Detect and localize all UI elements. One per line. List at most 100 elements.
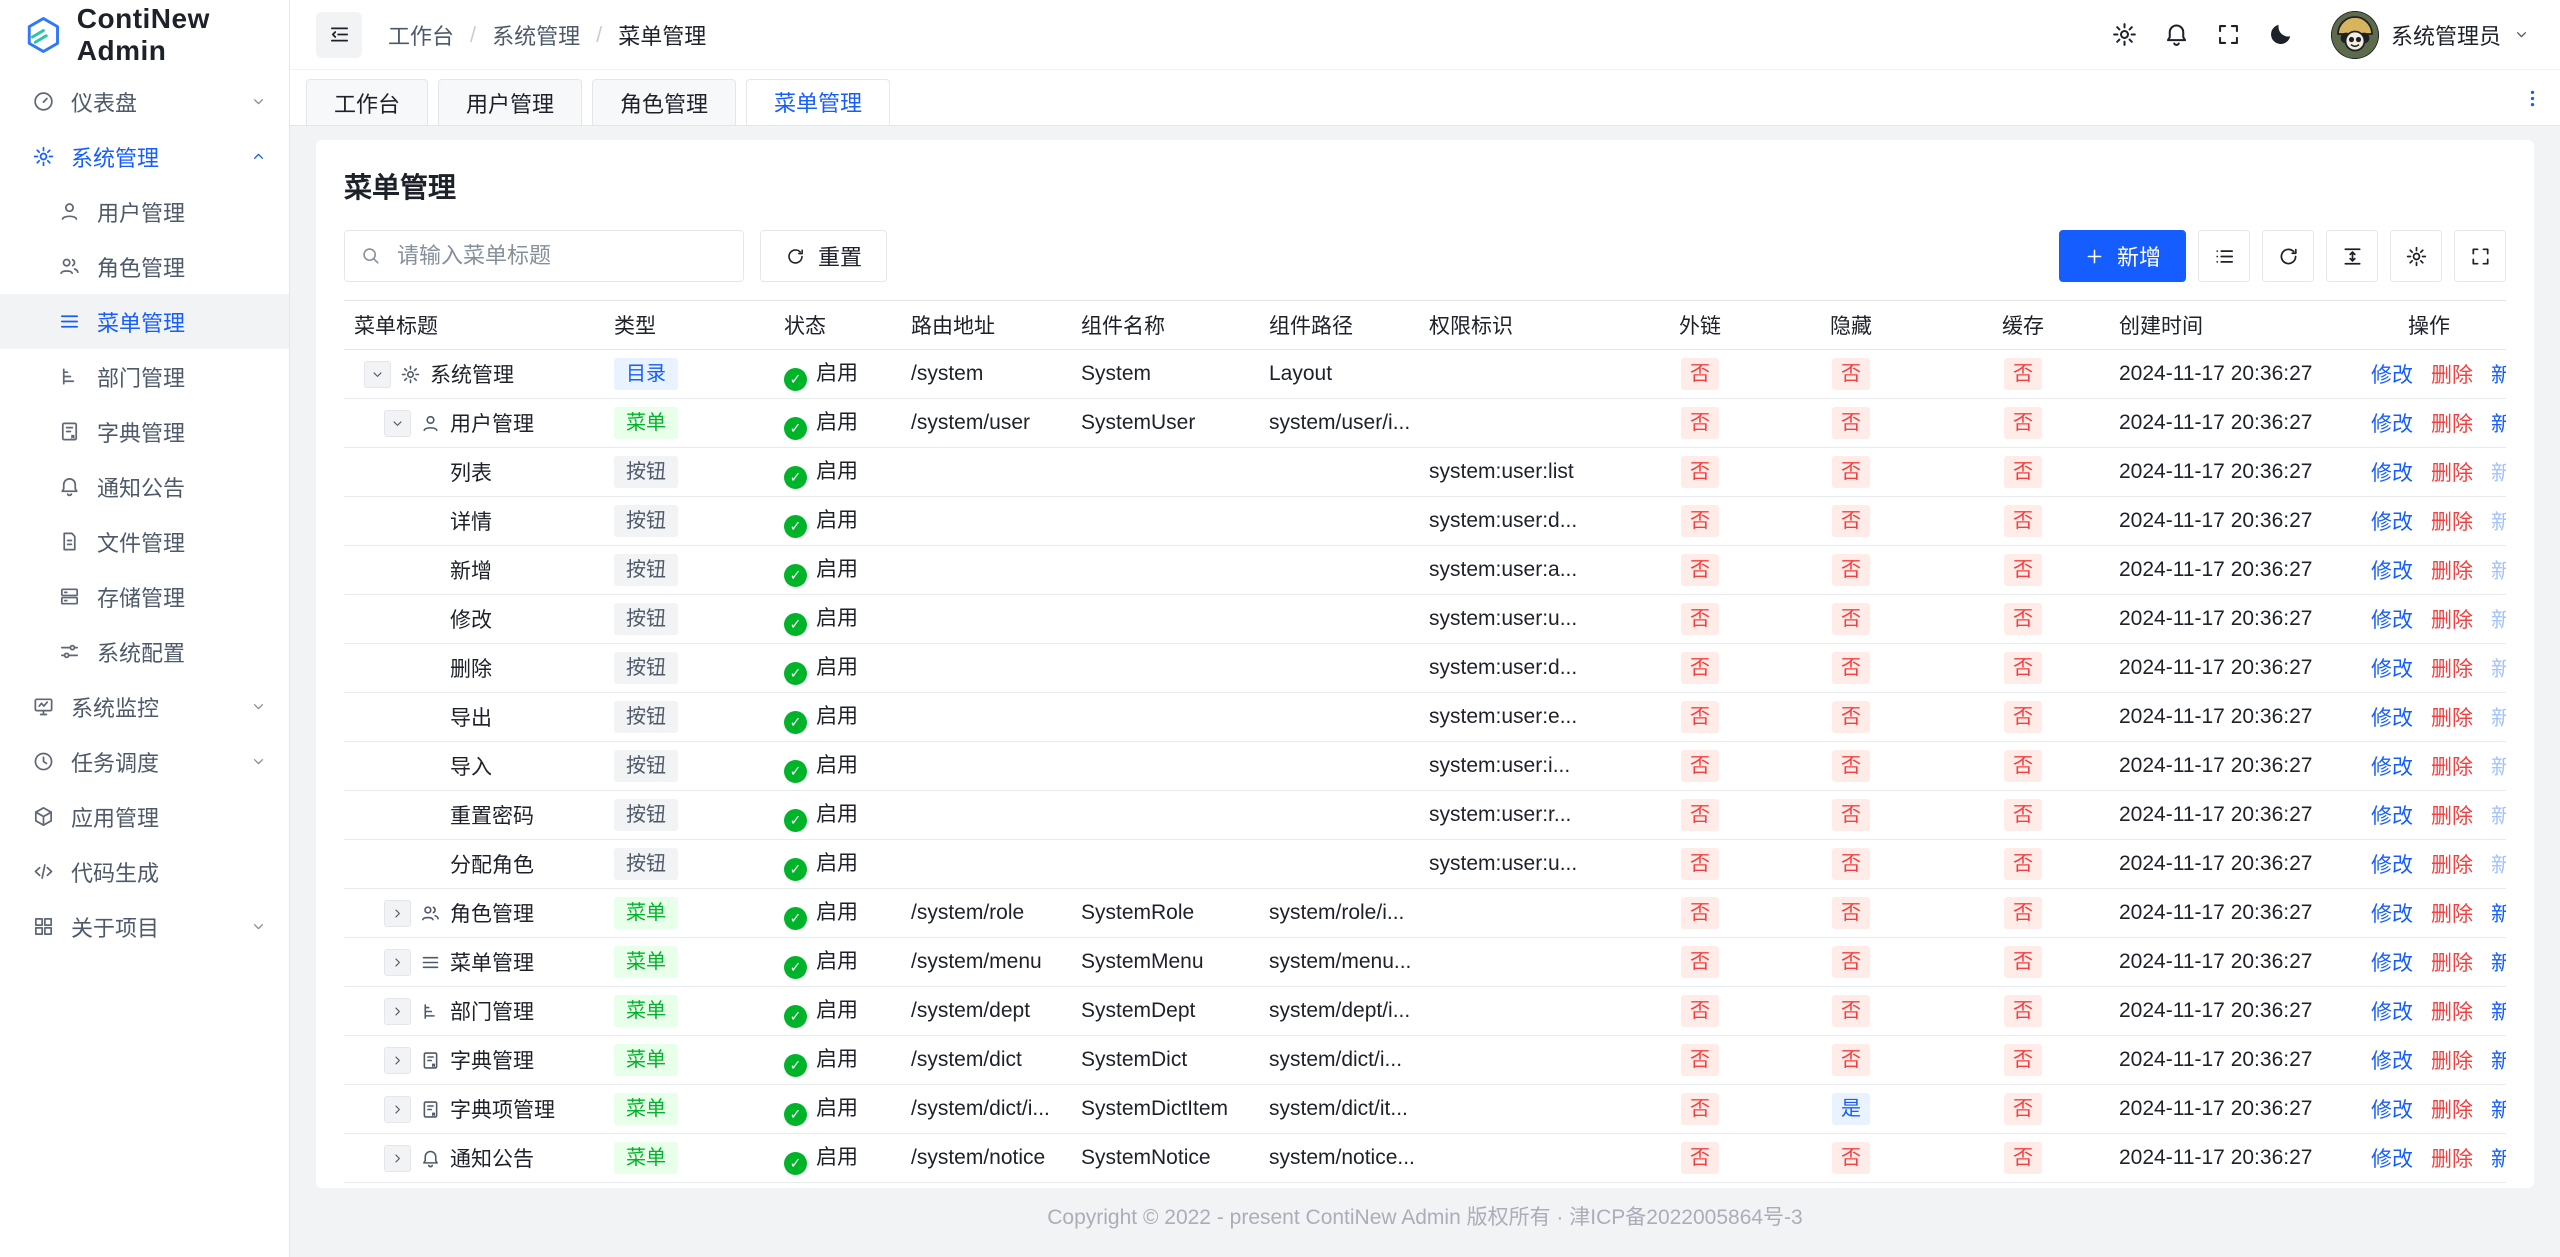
breadcrumb-item[interactable]: 工作台 xyxy=(388,23,455,49)
delete-link[interactable]: 删除 xyxy=(2431,952,2473,975)
notifications-button[interactable] xyxy=(2151,9,2203,61)
sidebar-item-dict-management[interactable]: 字典管理 xyxy=(0,404,289,459)
column-settings-button[interactable] xyxy=(2390,230,2442,282)
sidebar-item-system-management[interactable]: 系统管理 xyxy=(0,129,289,184)
expand-toggle[interactable] xyxy=(384,409,411,437)
add-link[interactable]: 新增 xyxy=(2491,1148,2506,1171)
delete-link[interactable]: 删除 xyxy=(2431,854,2473,877)
menu-title-cell: 导出 xyxy=(354,693,594,741)
route-cell xyxy=(901,594,1071,644)
delete-link[interactable]: 删除 xyxy=(2431,413,2473,436)
permission-cell xyxy=(1419,1182,1635,1188)
edit-link[interactable]: 修改 xyxy=(2371,854,2413,877)
sidebar-item-notice[interactable]: 通知公告 xyxy=(0,459,289,514)
fullscreen-button[interactable] xyxy=(2203,9,2255,61)
status-enabled-icon: ✓ xyxy=(784,711,807,734)
add-link[interactable]: 新增 xyxy=(2491,1001,2506,1024)
dark-mode-button[interactable] xyxy=(2255,9,2307,61)
sidebar-item-file-management[interactable]: 文件管理 xyxy=(0,514,289,569)
edit-link[interactable]: 修改 xyxy=(2371,658,2413,681)
delete-link[interactable]: 删除 xyxy=(2431,805,2473,828)
edit-link[interactable]: 修改 xyxy=(2371,1050,2413,1073)
edit-link[interactable]: 修改 xyxy=(2371,707,2413,730)
sidebar-item-about-project[interactable]: 关于项目 xyxy=(0,899,289,954)
reset-button[interactable]: 重置 xyxy=(760,230,888,282)
delete-link[interactable]: 删除 xyxy=(2431,658,2473,681)
sidebar-item-app-management[interactable]: 应用管理 xyxy=(0,789,289,844)
tab-role-management[interactable]: 角色管理 xyxy=(592,79,737,125)
status-enabled-icon: ✓ xyxy=(784,1152,807,1175)
sidebar-item-storage-management[interactable]: 存储管理 xyxy=(0,569,289,624)
expand-toggle[interactable] xyxy=(384,1095,411,1123)
edit-link[interactable]: 修改 xyxy=(2371,609,2413,632)
sidebar-item-dept-management[interactable]: 部门管理 xyxy=(0,349,289,404)
edit-link[interactable]: 修改 xyxy=(2371,560,2413,583)
breadcrumb-item[interactable]: 系统管理 xyxy=(492,23,581,49)
sidebar-item-system-config[interactable]: 系统配置 xyxy=(0,624,289,679)
sidebar-item-dashboard[interactable]: 仪表盘 xyxy=(0,74,289,129)
edit-link[interactable]: 修改 xyxy=(2371,805,2413,828)
edit-link[interactable]: 修改 xyxy=(2371,364,2413,387)
menu-title-cell: 列表 xyxy=(354,448,594,496)
tab-workbench[interactable]: 工作台 xyxy=(306,79,429,125)
sidebar-item-code-generation[interactable]: 代码生成 xyxy=(0,844,289,899)
expand-toggle[interactable] xyxy=(384,997,411,1025)
status-enabled-icon: ✓ xyxy=(784,809,807,832)
add-link[interactable]: 新增 xyxy=(2491,903,2506,926)
edit-link[interactable]: 修改 xyxy=(2371,511,2413,534)
edit-link[interactable]: 修改 xyxy=(2371,756,2413,779)
search-input[interactable] xyxy=(344,230,744,282)
add-link[interactable]: 新增 xyxy=(2491,364,2506,387)
delete-link[interactable]: 删除 xyxy=(2431,511,2473,534)
tab-menu-management[interactable]: 菜单管理 xyxy=(746,79,891,125)
delete-link[interactable]: 删除 xyxy=(2431,1099,2473,1122)
delete-link[interactable]: 删除 xyxy=(2431,462,2473,485)
delete-link[interactable]: 删除 xyxy=(2431,1148,2473,1171)
expand-toggle[interactable] xyxy=(384,1144,411,1172)
dict-icon xyxy=(420,1050,441,1071)
delete-link[interactable]: 删除 xyxy=(2431,609,2473,632)
breadcrumb-item[interactable]: 菜单管理 xyxy=(618,23,707,49)
delete-link[interactable]: 删除 xyxy=(2431,1001,2473,1024)
delete-link[interactable]: 删除 xyxy=(2431,1050,2473,1073)
edit-link[interactable]: 修改 xyxy=(2371,903,2413,926)
expand-toggle[interactable] xyxy=(364,360,391,388)
type-badge: 按钮 xyxy=(614,750,678,782)
add-button[interactable]: 新增 xyxy=(2058,230,2186,282)
list-view-button[interactable] xyxy=(2198,230,2250,282)
status-enabled-icon: ✓ xyxy=(784,564,807,587)
user-menu[interactable]: 系统管理员 xyxy=(2330,10,2530,59)
delete-link[interactable]: 删除 xyxy=(2431,903,2473,926)
add-link[interactable]: 新增 xyxy=(2491,952,2506,975)
sidebar-item-menu-management[interactable]: 菜单管理 xyxy=(0,294,289,349)
delete-link[interactable]: 删除 xyxy=(2431,707,2473,730)
sidebar-item-user-management[interactable]: 用户管理 xyxy=(0,184,289,239)
row-height-button[interactable] xyxy=(2326,230,2378,282)
edit-link[interactable]: 修改 xyxy=(2371,413,2413,436)
expand-toggle[interactable] xyxy=(384,1046,411,1074)
refresh-button[interactable] xyxy=(2262,230,2314,282)
delete-link[interactable]: 删除 xyxy=(2431,364,2473,387)
table-fullscreen-button[interactable] xyxy=(2454,230,2506,282)
component-path-cell xyxy=(1259,447,1419,497)
sidebar-item-role-management[interactable]: 角色管理 xyxy=(0,239,289,294)
sidebar-item-system-monitor[interactable]: 系统监控 xyxy=(0,679,289,734)
sidebar-item-task-schedule[interactable]: 任务调度 xyxy=(0,734,289,789)
add-link[interactable]: 新增 xyxy=(2491,1050,2506,1073)
settings-button[interactable] xyxy=(2099,9,2151,61)
edit-link[interactable]: 修改 xyxy=(2371,1148,2413,1171)
add-link[interactable]: 新增 xyxy=(2491,1099,2506,1122)
edit-link[interactable]: 修改 xyxy=(2371,1099,2413,1122)
edit-link[interactable]: 修改 xyxy=(2371,462,2413,485)
expand-toggle[interactable] xyxy=(384,899,411,927)
delete-link[interactable]: 删除 xyxy=(2431,560,2473,583)
sidebar-collapse-button[interactable] xyxy=(316,11,362,58)
tab-user-management[interactable]: 用户管理 xyxy=(438,79,583,125)
tab-list-menu-button[interactable] xyxy=(2514,80,2550,116)
table-header-row: 菜单标题 类型 状态 路由地址 组件名称 组件路径 权限标识 外链 隐藏 缓存 创建时间 操作 xyxy=(344,300,2506,350)
delete-link[interactable]: 删除 xyxy=(2431,756,2473,779)
edit-link[interactable]: 修改 xyxy=(2371,952,2413,975)
add-link[interactable]: 新增 xyxy=(2491,413,2506,436)
edit-link[interactable]: 修改 xyxy=(2371,1001,2413,1024)
expand-toggle[interactable] xyxy=(384,948,411,976)
